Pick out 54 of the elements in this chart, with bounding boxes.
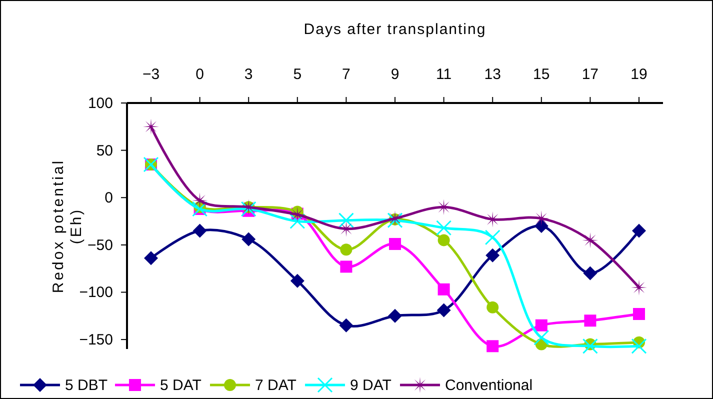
x-tick-label: 19 xyxy=(630,66,648,83)
x-tick-label: 5 xyxy=(293,66,302,83)
point xyxy=(436,303,451,318)
point xyxy=(583,266,598,280)
point xyxy=(438,283,450,296)
point xyxy=(436,220,452,236)
point xyxy=(486,248,500,262)
x-tick-label: −3 xyxy=(142,66,160,83)
x-tick-label: 15 xyxy=(533,66,550,83)
y-tick-label: −50 xyxy=(88,236,113,254)
point xyxy=(582,338,598,354)
point xyxy=(338,212,354,228)
x-tick-label: 17 xyxy=(582,66,599,83)
x-tick-label: 13 xyxy=(484,66,501,83)
x-tick-label: 9 xyxy=(390,66,400,83)
legend-label: 5 DBT xyxy=(65,377,108,394)
point xyxy=(290,274,304,288)
point xyxy=(633,308,645,320)
point xyxy=(388,308,402,323)
point xyxy=(339,318,354,332)
y-tick-label: 0 xyxy=(104,190,113,207)
point xyxy=(484,230,500,246)
point xyxy=(631,280,647,296)
point xyxy=(290,214,306,230)
point xyxy=(535,319,548,332)
point xyxy=(584,314,596,327)
point xyxy=(144,251,158,266)
point xyxy=(534,330,550,346)
y-tick-label: 100 xyxy=(88,95,113,112)
x-tick-label: 7 xyxy=(342,66,350,83)
point xyxy=(438,234,450,246)
point xyxy=(389,238,401,250)
point xyxy=(582,232,598,248)
legend-label: 7 DAT xyxy=(255,377,296,394)
point xyxy=(486,340,499,352)
y-tick-label: −150 xyxy=(79,332,113,349)
x-axis-title: Days after transplanting xyxy=(304,21,486,38)
point xyxy=(242,232,256,246)
x-tick-label: 0 xyxy=(196,66,204,83)
point xyxy=(340,244,352,256)
point xyxy=(340,260,352,273)
point xyxy=(192,192,208,208)
legend-label: 5 DAT xyxy=(160,377,202,394)
point xyxy=(192,224,207,238)
y-tick-label: 50 xyxy=(96,142,113,160)
point xyxy=(289,206,306,223)
point xyxy=(632,224,646,238)
legend-label: Conventional xyxy=(445,377,533,394)
point xyxy=(486,301,499,314)
point xyxy=(534,219,548,233)
x-tick-label: 3 xyxy=(244,66,253,83)
legend-label: 9 DAT xyxy=(350,377,392,394)
x-tick-label: 11 xyxy=(436,66,452,83)
point xyxy=(631,338,647,354)
